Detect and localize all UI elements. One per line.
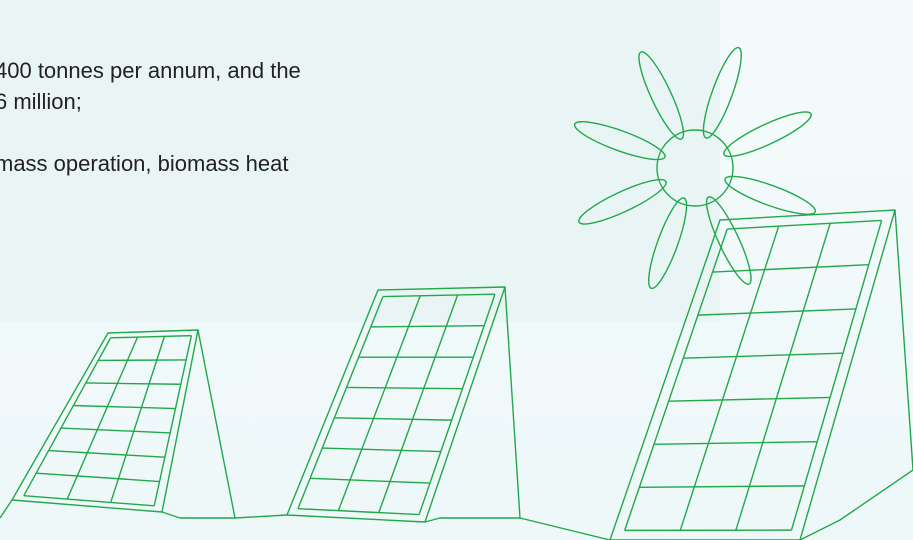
panel-grid [36,472,160,483]
panel-grid [48,449,165,458]
panel-grid [370,324,485,328]
sun-ray [724,175,817,215]
panel-grid [697,308,856,316]
panel-grid [110,336,166,503]
panel-outline [11,329,199,513]
panel-grid [73,404,176,410]
panel-grid [378,294,459,513]
panel-grid [735,223,831,531]
panel-grid [153,335,193,506]
panel-grid [668,396,831,402]
panel-grid [624,228,728,531]
panel-grid [683,352,844,359]
body-text: 400 tonnes per annum, and the [0,58,301,83]
panel-grid [85,382,181,385]
sun-ray [573,121,666,161]
panel-grid [66,336,139,500]
sun-ray [702,46,742,139]
sun-ray [723,111,812,158]
panel-frame [0,209,913,540]
panel-grid [382,293,495,298]
panel-outline [609,209,896,540]
sun-ray [638,51,685,140]
sun-core [656,129,734,207]
sun-icon [573,46,817,290]
panel-grid [60,427,171,434]
panel-grid [23,494,155,507]
panel-grid [790,220,883,531]
panel-grid [23,337,112,497]
panel-grid [297,507,420,516]
panel-grid [297,296,384,509]
panel-grid [679,225,780,531]
panel-grid [346,386,463,390]
panel-grid [653,440,818,445]
panel-grid [639,485,805,489]
body-text: 6 million; [0,89,82,114]
panel-grid [110,334,192,339]
sun-ray [578,178,667,225]
panel-outline [286,286,506,523]
body-text: mass operation, biomass heat [0,151,289,176]
panel-grid [322,447,441,453]
panel-grid [418,293,496,515]
panel-grid [334,417,452,421]
panel-grid [337,295,421,511]
panel-grid [727,219,882,230]
sun-ray [648,197,688,290]
text-panel [0,0,720,322]
panel-grid [310,477,430,484]
panel-grid [712,264,869,273]
sun-ray [705,196,752,285]
solar-panels [0,209,913,540]
